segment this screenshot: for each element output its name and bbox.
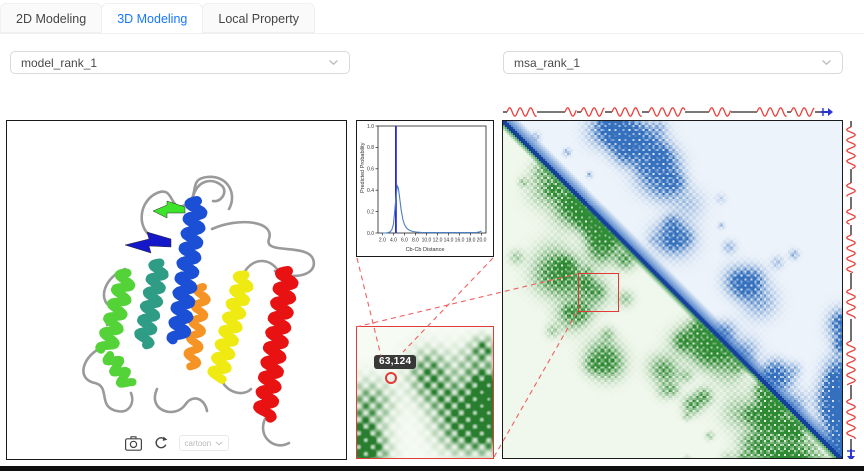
svg-text:1.0: 1.0	[367, 124, 374, 130]
svg-text:12.0: 12.0	[433, 238, 443, 244]
refresh-icon	[155, 436, 168, 448]
svg-text:0.4: 0.4	[367, 188, 374, 194]
svg-text:16.0: 16.0	[455, 238, 465, 244]
residue-pair-tooltip: 63,124	[374, 355, 417, 369]
svg-text:0.8: 0.8	[367, 145, 374, 151]
y-axis-label: Predicted Probability	[360, 142, 366, 193]
x-axis-label: Cb-Cb Distance	[405, 247, 445, 253]
svg-text:0.6: 0.6	[367, 167, 374, 173]
bottom-edge-bar	[0, 466, 864, 471]
secondary-structure-top	[503, 107, 833, 117]
tab-local-property[interactable]: Local Property	[202, 3, 315, 33]
svg-text:10.0: 10.0	[422, 238, 432, 244]
style-select-value: cartoon	[184, 438, 212, 448]
protein-cartoon	[82, 175, 316, 447]
zoom-patch-heatmap[interactable]	[357, 327, 493, 458]
contact-map-heatmap[interactable]	[503, 121, 842, 458]
distance-chart: 2.0 4.0 6.0 8.0 10.0 12.0 14.0 16.0 18.0 20.0 0.0 0…	[367, 124, 487, 244]
tab-2d-modeling[interactable]: 2D Modeling	[0, 3, 103, 33]
reset-view-button[interactable]	[152, 435, 170, 451]
svg-text:20.0: 20.0	[477, 238, 487, 244]
chevron-down-icon	[329, 59, 338, 66]
zoom-patch-panel[interactable]: 63,124	[356, 326, 494, 459]
tabbar-divider	[0, 33, 864, 34]
msa-select[interactable]: msa_rank_1	[503, 51, 843, 74]
msa-select-value: msa_rank_1	[514, 55, 581, 70]
svg-text:0.0: 0.0	[367, 231, 374, 237]
chevron-down-icon	[822, 59, 831, 66]
distance-chart-panel: 2.0 4.0 6.0 8.0 10.0 12.0 14.0 16.0 18.0 20.0 0.0 0…	[356, 120, 494, 257]
model-select[interactable]: model_rank_1	[10, 51, 350, 74]
chevron-down-icon	[215, 441, 222, 446]
contact-map-panel[interactable]	[502, 120, 843, 459]
style-select[interactable]: cartoon	[178, 435, 229, 451]
svg-text:8.0: 8.0	[412, 238, 419, 244]
svg-text:14.0: 14.0	[444, 238, 454, 244]
selected-pair-marker	[385, 372, 397, 384]
viewer-controls: cartoon	[7, 435, 346, 451]
tab-bar: 2D Modeling 3D Modeling Local Property	[0, 3, 315, 34]
svg-text:4.0: 4.0	[390, 238, 397, 244]
camera-icon	[125, 435, 142, 451]
svg-text:18.0: 18.0	[466, 238, 476, 244]
svg-text:0.2: 0.2	[367, 209, 374, 215]
tab-3d-modeling[interactable]: 3D Modeling	[101, 3, 204, 33]
model-select-value: model_rank_1	[21, 55, 98, 70]
snapshot-button[interactable]	[125, 435, 143, 451]
svg-text:6.0: 6.0	[401, 238, 408, 244]
viewer-3d-panel[interactable]: cartoon	[6, 120, 347, 460]
svg-text:2.0: 2.0	[379, 238, 386, 244]
probability-curve	[382, 184, 482, 234]
secondary-structure-right	[846, 121, 856, 459]
zoom-region-box	[578, 273, 619, 312]
